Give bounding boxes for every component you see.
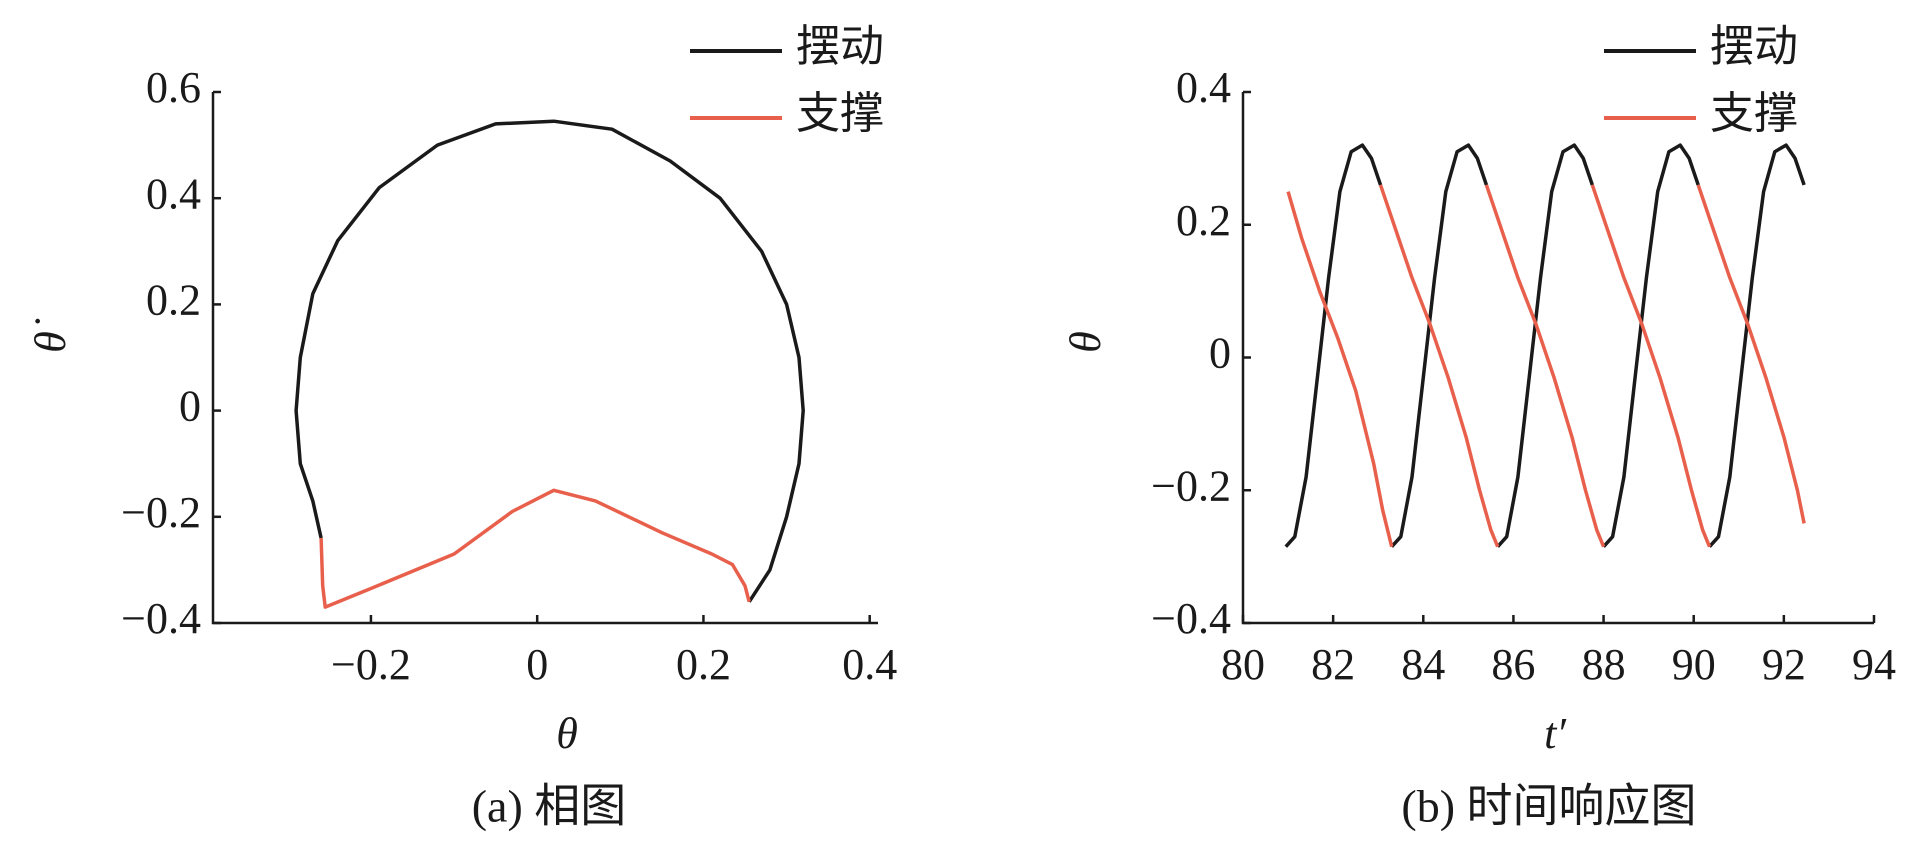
y-tick-label: −0.2 (1151, 461, 1231, 510)
y-tick-label: 0.4 (1176, 63, 1231, 112)
y-tick-label: 0.2 (146, 275, 201, 324)
y-tick-label: −0.4 (121, 594, 201, 643)
y-tick-label: 0.4 (146, 169, 201, 218)
caption: (b) 时间响应图 (1401, 781, 1696, 832)
y-tick-label: −0.4 (1151, 594, 1231, 643)
data-line (1696, 184, 1806, 524)
legend-label: 摆动 (1710, 22, 1798, 71)
x-tick-label: 92 (1762, 640, 1806, 689)
y-tick-label: 0 (1209, 329, 1231, 378)
x-tick-label: 94 (1852, 640, 1896, 689)
data-line (1284, 143, 1383, 548)
x-tick-label: −0.2 (331, 640, 411, 689)
x-axis-label: θ (556, 709, 578, 758)
x-tick-label: 90 (1672, 640, 1716, 689)
data-line (319, 488, 751, 609)
data-line (1286, 191, 1394, 548)
data-line (1602, 143, 1700, 548)
data-line (1708, 143, 1806, 548)
legend-label: 支撑 (1710, 89, 1798, 138)
x-tick-label: 88 (1582, 640, 1626, 689)
y-axis-label: θ̇ (26, 318, 75, 353)
data-line (1496, 143, 1594, 548)
x-tick-label: 86 (1491, 640, 1535, 689)
y-tick-label: 0.2 (1176, 196, 1231, 245)
data-line (1390, 143, 1489, 548)
data-line (1590, 184, 1712, 548)
x-tick-label: 0.2 (676, 640, 731, 689)
y-tick-label: 0.6 (146, 63, 201, 112)
y-tick-label: 0 (179, 382, 201, 431)
x-tick-label: 82 (1311, 640, 1355, 689)
caption: (a) 相图 (472, 781, 627, 832)
x-tick-label: 84 (1401, 640, 1445, 689)
data-line (1378, 184, 1500, 548)
x-tick-label: 80 (1221, 640, 1265, 689)
legend-label: 支撑 (796, 89, 884, 138)
x-tick-label: 0 (526, 640, 548, 689)
legend-label: 摆动 (796, 22, 884, 71)
data-line (1484, 184, 1606, 548)
x-axis-label: t′ (1544, 709, 1567, 758)
y-axis-label: θ (1061, 331, 1110, 353)
y-tick-label: −0.2 (121, 488, 201, 537)
data-line (294, 119, 805, 603)
x-tick-label: 0.4 (842, 640, 897, 689)
